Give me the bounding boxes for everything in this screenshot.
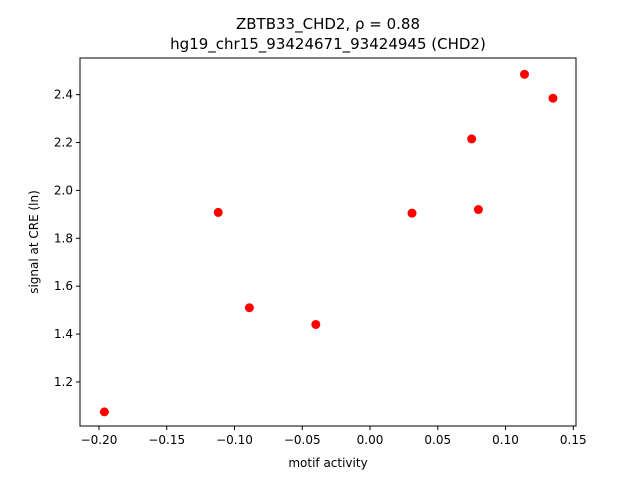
x-tick-label: −0.20	[81, 433, 118, 447]
x-tick-label: −0.10	[216, 433, 253, 447]
x-tick-label: 0.05	[424, 433, 451, 447]
y-tick-label: 1.8	[54, 231, 73, 245]
y-tick-label: 1.4	[54, 327, 73, 341]
data-point	[244, 303, 254, 313]
x-tick-label: 0.15	[560, 433, 587, 447]
data-point	[548, 93, 558, 103]
data-point	[407, 208, 417, 218]
chart-title-line-1: ZBTB33_CHD2, ρ = 0.88	[236, 15, 420, 34]
y-axis-label: signal at CRE (ln)	[27, 190, 41, 294]
y-tick-label: 1.2	[54, 375, 73, 389]
y-tick-label: 2.4	[54, 88, 73, 102]
chart-title-line-2: hg19_chr15_93424671_93424945 (CHD2)	[170, 35, 486, 54]
data-point	[99, 407, 109, 417]
y-tick-label: 1.6	[54, 279, 73, 293]
data-point	[467, 134, 477, 144]
x-tick-label: 0.10	[492, 433, 519, 447]
y-tick-label: 2.0	[54, 183, 73, 197]
plot-area	[80, 58, 576, 426]
x-tick-label: 0.00	[357, 433, 384, 447]
plot-frame	[79, 57, 577, 427]
data-point	[311, 319, 321, 329]
data-point	[520, 69, 530, 79]
data-point	[473, 205, 483, 215]
y-tick-label: 2.2	[54, 136, 73, 150]
chart-title: ZBTB33_CHD2, ρ = 0.88 hg19_chr15_9342467…	[170, 15, 486, 54]
data-point	[213, 207, 223, 217]
x-axis-label: motif activity	[288, 456, 367, 470]
x-tick-label: −0.05	[284, 433, 321, 447]
x-axis-ticks: −0.20 −0.15 −0.10 −0.05 0.00 0.05 0.10 0.15	[81, 426, 587, 447]
y-axis-ticks: 1.2 1.4 1.6 1.8 2.0 2.2 2.4	[54, 88, 80, 389]
data-points	[99, 69, 558, 417]
x-tick-label: −0.15	[148, 433, 185, 447]
